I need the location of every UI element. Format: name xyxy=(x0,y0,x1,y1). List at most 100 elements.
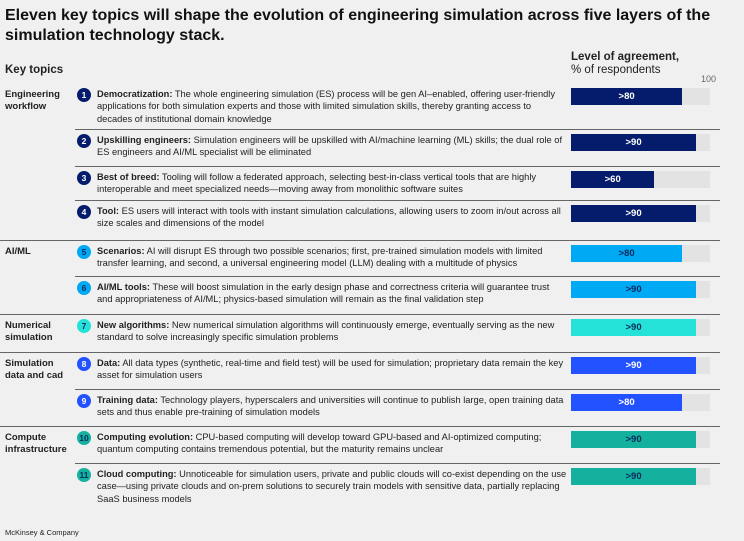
bar-track: >90 xyxy=(571,319,710,336)
agreement-bar: >90 xyxy=(571,468,697,485)
group-label: Engineering workflow xyxy=(5,89,60,112)
group-label: Numerical simulation xyxy=(5,320,53,343)
bar-track: >80 xyxy=(571,245,710,262)
topic-number-badge: 5 xyxy=(77,245,91,259)
bar-label: >90 xyxy=(625,434,642,445)
agreement-bar: >90 xyxy=(571,134,697,151)
agreement-bar: >90 xyxy=(571,431,697,448)
bar-track: >90 xyxy=(571,431,710,448)
topic-title: Computing evolution: xyxy=(97,432,194,442)
bar-label: >90 xyxy=(625,284,642,295)
topic-row: Compute infrastructure 10 Computing evolut… xyxy=(0,426,720,463)
topic-description: Data: All data types (synthetic, real-ti… xyxy=(97,357,567,382)
topic-number-badge: 1 xyxy=(77,88,91,102)
topic-text: All data types (synthetic, real-time and… xyxy=(97,358,564,381)
topic-text: New numerical simulation algorithms will… xyxy=(97,320,555,343)
topic-title: Training data: xyxy=(97,395,158,405)
bar-track: >90 xyxy=(571,357,710,374)
agreement-bar: >60 xyxy=(571,171,655,188)
bar-track: >60 xyxy=(571,171,710,188)
topic-description: Scenarios: AI will disrupt ES through tw… xyxy=(97,245,567,270)
topic-text: Technology players, hyperscalers and uni… xyxy=(97,395,564,418)
topic-number-badge: 4 xyxy=(77,205,91,219)
topic-description: Tool: ES users will interact with tools … xyxy=(97,205,567,230)
topic-row: 9 Training data: Technology players, hype… xyxy=(75,389,720,426)
topic-row: 2 Upskilling engineers: Simulation engine… xyxy=(75,129,720,166)
topic-title: AI/ML tools: xyxy=(97,282,151,292)
topic-title: Democratization: xyxy=(97,89,173,99)
topic-text: ES users will interact with tools with i… xyxy=(97,206,561,229)
chart-title: Level of agreement, xyxy=(571,51,680,63)
bar-track: >90 xyxy=(571,134,710,151)
bar-track: >80 xyxy=(571,394,710,411)
bar-label: >90 xyxy=(625,322,642,333)
chart-subtitle: % of respondents xyxy=(571,64,661,76)
group-label: Simulation data and cad xyxy=(5,358,64,381)
topic-description: AI/ML tools: These will boost simulation… xyxy=(97,281,567,306)
topic-number-badge: 11 xyxy=(77,468,91,482)
bar-label: >80 xyxy=(618,91,635,102)
agreement-bar: >90 xyxy=(571,357,697,374)
topic-title: Data: xyxy=(97,358,121,368)
axis-max-label: 100 xyxy=(701,74,717,84)
topic-text: AI will disrupt ES through two possible … xyxy=(97,246,543,269)
agreement-bar: >90 xyxy=(571,281,697,298)
agreement-bar: >90 xyxy=(571,205,697,222)
topic-row: 11 Cloud computing: Unnoticeable for simu… xyxy=(75,463,720,520)
topic-description: Best of breed: Tooling will follow a fed… xyxy=(97,171,567,196)
topic-row: 6 AI/ML tools: These will boost simulatio… xyxy=(75,276,720,314)
topic-row: Engineering workflow 1 Democratization: Th… xyxy=(0,84,720,129)
page-title: Eleven key topics will shape the evoluti… xyxy=(5,7,711,44)
topic-title: New algorithms: xyxy=(97,320,170,330)
topic-text: These will boost simulation in the early… xyxy=(97,282,550,305)
topic-description: Computing evolution: CPU-based computing… xyxy=(97,431,567,456)
topic-row: 4 Tool: ES users will interact with tools… xyxy=(75,200,720,240)
topic-number-badge: 6 xyxy=(77,281,91,295)
agreement-bar: >90 xyxy=(571,319,697,336)
key-topics-header: Key topics xyxy=(5,64,64,76)
agreement-bar: >80 xyxy=(571,245,683,262)
bar-label: >90 xyxy=(625,360,642,371)
agreement-bar: >80 xyxy=(571,394,683,411)
topic-row: Numerical simulation 7 New algorithms: New… xyxy=(0,314,720,352)
topic-description: New algorithms: New numerical simulation… xyxy=(97,319,567,344)
topic-number-badge: 7 xyxy=(77,319,91,333)
topic-title: Upskilling engineers: xyxy=(97,135,192,145)
topic-description: Upskilling engineers: Simulation enginee… xyxy=(97,134,567,159)
bar-track: >80 xyxy=(571,88,710,105)
source-label: McKinsey & Company xyxy=(5,528,79,537)
topic-row: 3 Best of breed: Tooling will follow a fe… xyxy=(75,166,720,200)
bar-label: >80 xyxy=(618,248,635,259)
group-label: Compute infrastructure xyxy=(5,432,67,455)
topic-row: AI/ML 5 Scenarios: AI will disrupt ES thro… xyxy=(0,240,720,276)
topic-rows: Engineering workflow 1 Democratization: Th… xyxy=(0,84,720,520)
topic-number-badge: 3 xyxy=(77,171,91,185)
topic-text: CPU-based computing will develop toward … xyxy=(97,432,542,455)
topic-text: The whole engineering simulation (ES) pr… xyxy=(97,89,556,124)
topic-number-badge: 8 xyxy=(77,357,91,371)
bar-label: >90 xyxy=(625,208,642,219)
topic-title: Tool: xyxy=(97,206,120,216)
topic-description: Cloud computing: Unnoticeable for simula… xyxy=(97,468,567,505)
bar-label: >80 xyxy=(618,397,635,408)
agreement-bar: >80 xyxy=(571,88,683,105)
topic-text: Tooling will follow a federated approach… xyxy=(97,172,537,195)
bar-track: >90 xyxy=(571,205,710,222)
bar-label: >90 xyxy=(625,137,642,148)
topic-text: Simulation engineers will be upskilled w… xyxy=(97,135,563,158)
topic-number-badge: 9 xyxy=(77,394,91,408)
bar-track: >90 xyxy=(571,281,710,298)
chart-header: Level of agreement,% of respondents xyxy=(571,51,679,77)
topic-title: Best of breed: xyxy=(97,172,160,182)
topic-number-badge: 10 xyxy=(77,431,91,445)
bar-label: >60 xyxy=(604,174,621,185)
bar-label: >90 xyxy=(625,471,642,482)
topic-description: Democratization: The whole engineering s… xyxy=(97,88,567,125)
group-label: AI/ML xyxy=(5,246,31,257)
topic-row: Simulation data and cad 8 Data: All data t… xyxy=(0,352,720,389)
bar-track: >90 xyxy=(571,468,710,485)
topic-text: Unnoticeable for simulation users, priva… xyxy=(97,469,567,504)
topic-title: Cloud computing: xyxy=(97,469,177,479)
topic-title: Scenarios: xyxy=(97,246,145,256)
topic-number-badge: 2 xyxy=(77,134,91,148)
